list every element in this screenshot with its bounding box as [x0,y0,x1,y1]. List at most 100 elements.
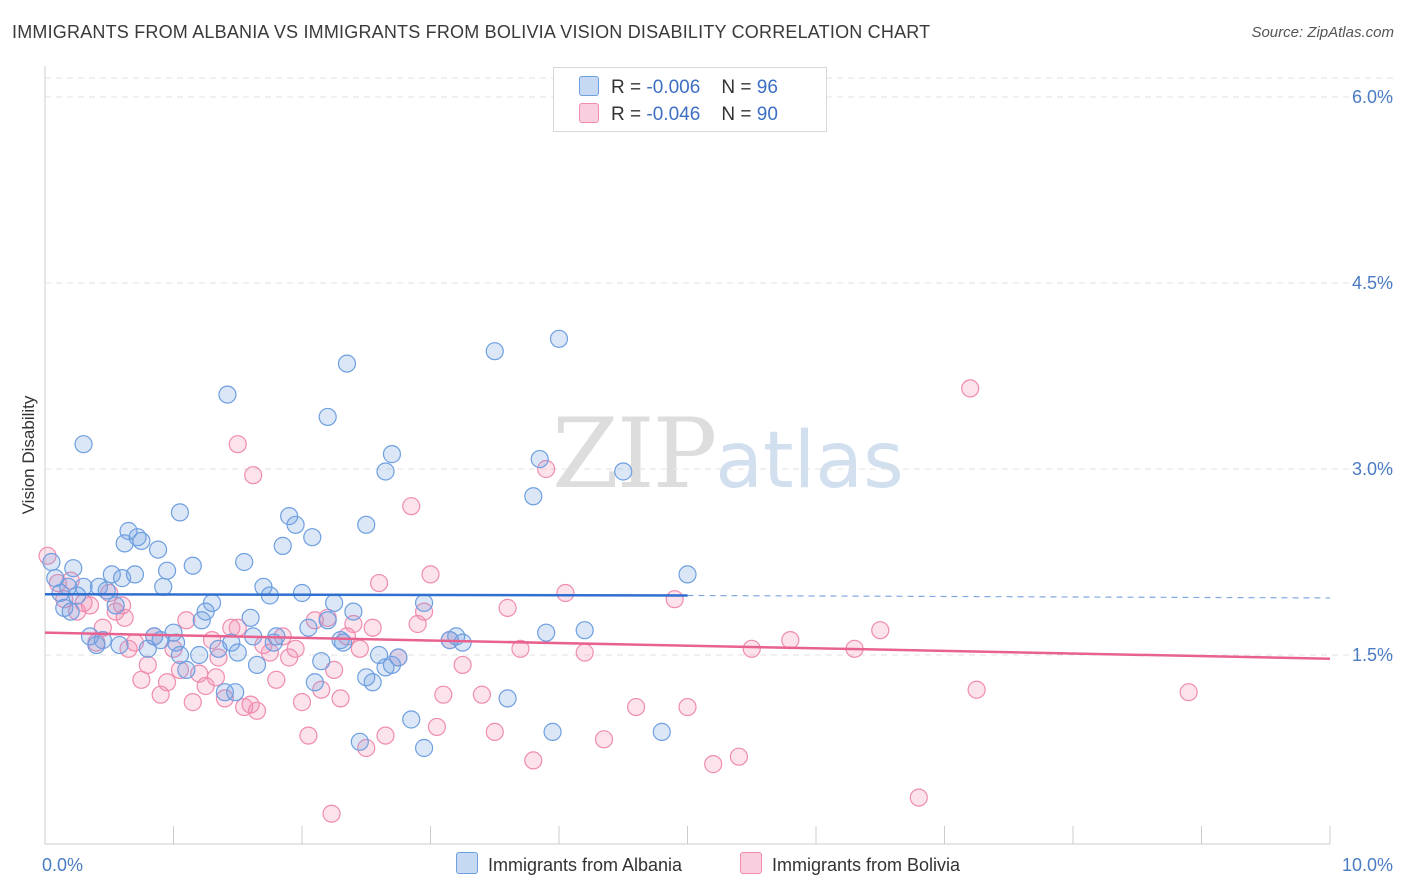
bolivia-point [247,701,267,720]
albania-point [106,596,125,615]
bolivia-point [421,565,440,584]
albania-point [42,552,61,572]
bolivia-point [244,466,263,485]
bolivia-point [292,693,312,712]
albania-point [192,611,211,630]
bolivia-point [537,459,556,479]
bolivia-n-value: 90 [756,104,778,125]
bolivia-point [524,751,543,770]
albania-point [325,593,344,613]
albania-point [303,528,322,547]
albania-point [652,722,671,741]
albania-point [226,683,245,702]
albania-point [402,710,421,729]
albania-point [148,540,168,559]
bolivia-point [138,655,157,675]
bolivia-point [157,673,177,692]
bolivia-points [38,100,1198,823]
albania-point [389,648,408,667]
bolivia-n-label: N = [721,104,752,125]
bolivia-point [1179,683,1198,702]
bolivia-point [472,685,491,704]
albania-point [312,652,331,671]
bolivia-point [678,697,697,717]
bolivia-point [322,804,341,823]
bolivia-point [498,598,517,617]
albania-point [318,407,337,427]
albania-point [363,673,382,692]
bolivia-point [781,631,800,650]
albania-point [125,565,145,584]
bolivia-point [427,717,447,737]
bolivia-point [260,643,279,662]
bolivia-point [961,379,980,398]
albania-point [228,643,247,662]
bolivia-r-label: R = [611,104,642,125]
albania-point [485,342,504,361]
albania-point [102,565,121,584]
watermark-zip: ZIP [552,398,717,510]
bolivia-point [177,611,196,630]
bottom-legend-albania: Immigrants from Albania [456,852,682,876]
tick-labels: 1.5% 3.0% 4.5% 6.0% 0.0% 10.0% [42,87,1393,875]
bolivia-point [626,697,646,717]
albania-point [215,683,234,702]
bolivia-point [594,730,614,749]
legend-row-bolivia: R = -0.046 N = 90 [579,103,778,125]
albania-point [414,593,434,613]
bolivia-point [742,639,761,658]
bolivia-point [871,621,890,640]
x-tick-label: 10.0% [1342,855,1393,875]
albania-point [177,660,196,679]
bolivia-point [170,660,190,679]
bottom-bolivia-label: Immigrants from Bolivia [772,855,961,875]
albania-point [218,385,237,404]
albania-point [93,631,112,650]
albania-point [247,655,267,675]
albania-point [241,608,260,627]
albania-r-label: R = [611,77,642,98]
albania-point [235,552,254,572]
bottom-legend-bolivia: Immigrants from Bolivia [740,852,960,876]
chart-title: IMMIGRANTS FROM ALBANIA VS IMMIGRANTS FR… [12,22,931,42]
y-tick-label: 1.5% [1352,645,1393,665]
albania-point [286,515,305,534]
bolivia-point [575,643,594,662]
albania-point [299,618,318,637]
albania-point [524,487,543,506]
y-tick-label: 6.0% [1352,87,1393,107]
axes [44,66,1331,845]
x-tick-label: 0.0% [42,855,83,875]
trend-lines [44,592,1331,660]
bottom-albania-swatch [456,852,478,874]
bolivia-point [376,726,395,745]
bolivia-point [453,655,472,675]
albania-point [64,559,83,578]
albania-points [42,329,697,758]
bolivia-point [206,668,226,687]
albania-point [530,449,549,469]
albania-point [110,635,129,655]
albania-trend-extension [687,594,1331,599]
bolivia-point [704,755,723,774]
bolivia-point [909,788,928,807]
bolivia-point [286,639,305,658]
watermark-atlas: atlas [715,416,904,506]
bolivia-point [80,596,100,615]
albania-point [575,621,594,640]
albania-point [331,631,350,650]
bolivia-point [485,722,504,741]
albania-point [292,583,312,603]
bolivia-point [267,670,286,689]
bottom-bolivia-swatch [740,852,762,874]
bolivia-point [325,660,344,679]
bolivia-point [93,618,112,637]
legend-row-albania: R = -0.006 N = 96 [579,76,778,98]
bolivia-point [115,608,134,627]
bolivia-point [183,693,202,712]
albania-point [202,593,222,613]
bolivia-point [228,435,247,454]
y-tick-label: 4.5% [1352,273,1393,293]
albania-point [350,732,369,751]
bolivia-point [363,618,382,637]
